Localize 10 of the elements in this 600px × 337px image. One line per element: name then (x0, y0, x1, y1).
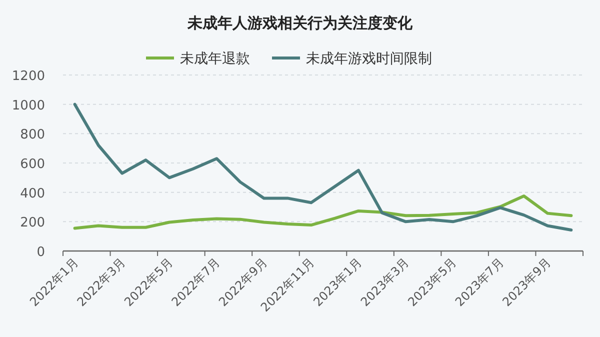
y-tick-label: 400 (20, 186, 45, 202)
y-tick-label: 800 (20, 128, 45, 143)
y-tick-label: 1000 (12, 98, 45, 114)
y-tick-label: 200 (20, 216, 45, 231)
legend-label: 未成年游戏时间限制 (306, 51, 432, 67)
legend-label: 未成年退款 (180, 51, 250, 67)
y-tick-label: 600 (20, 157, 45, 172)
y-tick-label: 1200 (12, 69, 45, 84)
title: 未成年人游戏相关行为关注度变化 (188, 14, 412, 32)
y-tick-label: 0 (36, 245, 45, 260)
